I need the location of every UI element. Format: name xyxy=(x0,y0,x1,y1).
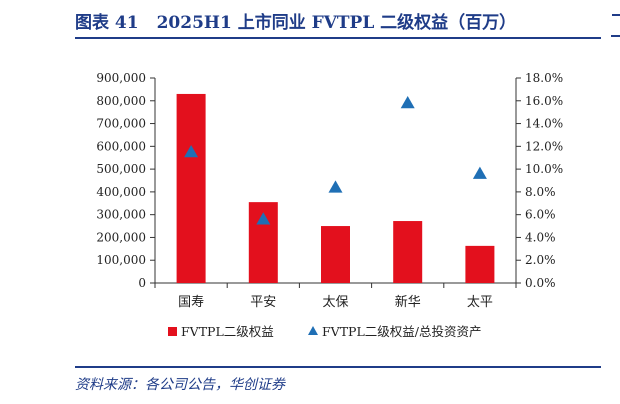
y-left-tick-label: 300,000 xyxy=(96,208,146,222)
bar-国寿 xyxy=(176,93,206,283)
figure-title: 图表 41 2025H1 上市同业 FVTPL 二级权益（百万） xyxy=(75,8,516,33)
y-left-tick-label: 100,000 xyxy=(96,253,146,267)
y-left-tick-label: 900,000 xyxy=(96,71,146,85)
y-left-tick-label: 800,000 xyxy=(96,94,146,108)
triangle-marker-新华 xyxy=(400,96,415,109)
x-tick-label: 太保 xyxy=(322,295,348,310)
x-tick-label: 新华 xyxy=(395,294,421,310)
legend-swatch-bar xyxy=(168,327,177,336)
y-right-tick-label: 2.0% xyxy=(525,253,556,267)
y-right-tick-label: 4.0% xyxy=(525,230,556,244)
triangle-marker-平安 xyxy=(256,212,271,225)
y-right-tick-label: 16.0% xyxy=(525,94,563,108)
edge-mark xyxy=(612,14,620,16)
y-left-tick-label: 500,000 xyxy=(96,162,146,176)
bar-太平 xyxy=(465,245,495,283)
footer-rule xyxy=(75,366,601,368)
x-tick-label: 平安 xyxy=(250,295,276,310)
bar-太保 xyxy=(321,226,350,283)
source-note: 资料来源：各公司公告，华创证券 xyxy=(75,377,285,393)
y-left-tick-label: 700,000 xyxy=(96,117,146,131)
legend-label-bar: FVTPL二级权益 xyxy=(181,324,274,339)
y-right-tick-label: 10.0% xyxy=(525,162,563,176)
x-tick-label: 国寿 xyxy=(178,295,204,310)
triangle-marker-太保 xyxy=(328,180,343,193)
y-left-tick-label: 200,000 xyxy=(96,230,146,244)
y-left-tick-label: 600,000 xyxy=(96,139,146,153)
y-right-tick-label: 12.0% xyxy=(525,139,563,153)
y-left-tick-label: 400,000 xyxy=(96,185,146,199)
y-right-tick-label: 18.0% xyxy=(525,71,563,85)
figure-label: 图表 41 xyxy=(75,13,139,33)
x-tick-label: 太平 xyxy=(467,295,493,310)
title-underline xyxy=(75,37,601,39)
legend-label-triangle: FVTPL二级权益/总投资资产 xyxy=(322,324,481,339)
edge-mark xyxy=(611,35,620,37)
triangle-marker-国寿 xyxy=(184,145,199,158)
y-right-tick-label: 14.0% xyxy=(525,117,563,131)
triangle-marker-太平 xyxy=(472,166,487,179)
y-right-tick-label: 8.0% xyxy=(525,185,556,199)
legend-swatch-triangle xyxy=(308,326,318,335)
y-right-tick-label: 6.0% xyxy=(525,208,556,222)
bar-新华 xyxy=(393,221,423,283)
y-left-tick-label: 0 xyxy=(138,276,146,290)
y-right-tick-label: 0.0% xyxy=(525,276,556,290)
figure-title-text: 2025H1 上市同业 FVTPL 二级权益（百万） xyxy=(156,13,517,33)
